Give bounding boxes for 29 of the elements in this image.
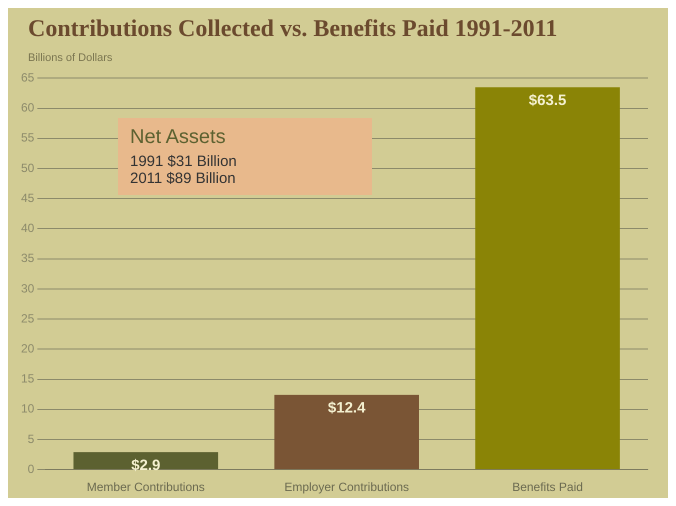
y-tick-label: 60 [20, 100, 35, 115]
note-box: Net Assets 1991 $31 Billion 2011 $89 Billion [118, 118, 372, 195]
y-tick-label: 45 [20, 190, 35, 205]
annotation: 2011 $89 Billion [130, 170, 237, 187]
y-tick-label: 40 [20, 221, 35, 236]
y-tick-label: 30 [20, 281, 35, 296]
x-tick-label: Employer Contributions [284, 480, 410, 494]
y-tick-label: 20 [20, 341, 35, 356]
y-tick-label: 25 [20, 311, 35, 326]
y-tick-label: 10 [20, 402, 35, 416]
y-tick-label: 55 [20, 130, 35, 145]
bar [274, 394, 419, 470]
bar [475, 87, 620, 470]
x-tick-label: Member Contributions [86, 480, 205, 494]
annotation: 1991 $31 Billion [130, 153, 238, 170]
y-tick-label: 15 [20, 372, 35, 386]
data-label: $63.5 [528, 92, 566, 109]
y-tick-label: 5 [28, 432, 35, 446]
y-axis-title: Billions of Dollars [28, 52, 112, 64]
x-tick-label: Benefits Paid [512, 480, 583, 494]
data-label: $2.9 [131, 456, 160, 474]
chart-title: Contributions Collected vs. Benefits Paid 1991-2011 [28, 16, 558, 43]
y-tick-label: 0 [28, 462, 35, 476]
y-tick-label: 65 [20, 70, 35, 85]
y-tick-label: 50 [20, 160, 35, 175]
annotation: Net Assets [130, 126, 227, 149]
bar [73, 452, 218, 470]
y-tick-label: 35 [20, 251, 35, 266]
data-label: $12.4 [328, 400, 366, 417]
